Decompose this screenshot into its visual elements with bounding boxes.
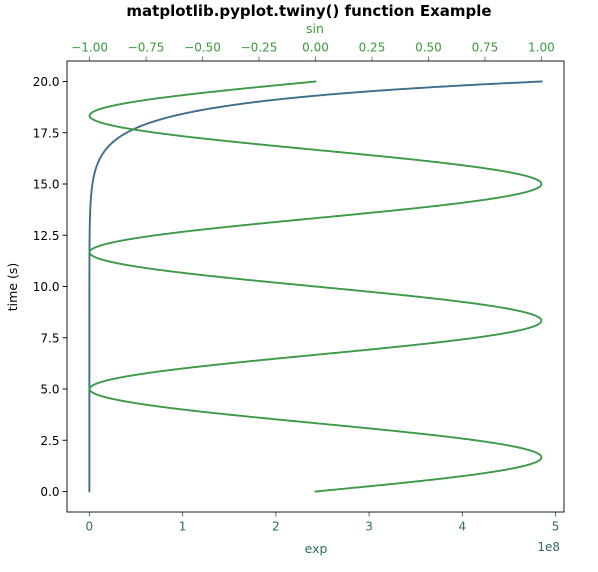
bottom-axis-offset-text: 1e8 [537, 540, 560, 554]
top-x-tick-label: −0.75 [128, 41, 165, 55]
sin-series-line [88, 80, 543, 493]
bottom-x-tick-label: 1 [179, 520, 187, 534]
series-layer [88, 80, 543, 493]
y-axis-label: time (s) [5, 263, 20, 311]
bottom-axis-label: exp [305, 541, 328, 556]
top-x-tick-label: 0.00 [302, 41, 329, 55]
chart-title: matplotlib.pyplot.twiny() function Examp… [126, 2, 491, 20]
top-x-tick-label: 0.25 [359, 41, 386, 55]
exp-series-line [88, 80, 543, 493]
bottom-x-tick-label: 2 [272, 520, 280, 534]
y-tick-label: 0.0 [40, 485, 59, 499]
ticks-layer: 0.0 2.5 5.0 7.5 10.0 12.5 15.0 17.5 20.0 0 1 2 3 4 5 −1… [33, 41, 560, 534]
top-x-tick-label: −0.25 [241, 41, 278, 55]
bottom-x-tick-label: 0 [86, 520, 94, 534]
y-tick-label: 10.0 [33, 280, 60, 294]
top-axis-label: sin [306, 21, 324, 36]
y-tick-label: 17.5 [33, 126, 60, 140]
bottom-x-tick-label: 3 [365, 520, 373, 534]
bottom-x-tick-label: 5 [552, 520, 560, 534]
top-x-tick-label: 1.00 [528, 41, 555, 55]
bottom-x-tick-label: 4 [459, 520, 467, 534]
top-x-tick-label: 0.75 [472, 41, 499, 55]
top-x-tick-label: 0.50 [415, 41, 442, 55]
plot-area-frame [66, 60, 565, 513]
top-x-tick-label: −0.50 [184, 41, 221, 55]
y-tick-label: 2.5 [40, 434, 59, 448]
y-tick-label: 20.0 [33, 75, 60, 89]
y-tick-label: 15.0 [33, 178, 60, 192]
y-tick-label: 5.0 [40, 383, 59, 397]
y-tick-label: 7.5 [40, 331, 59, 345]
y-tick-label: 12.5 [33, 229, 60, 243]
top-x-tick-label: −1.00 [71, 41, 108, 55]
